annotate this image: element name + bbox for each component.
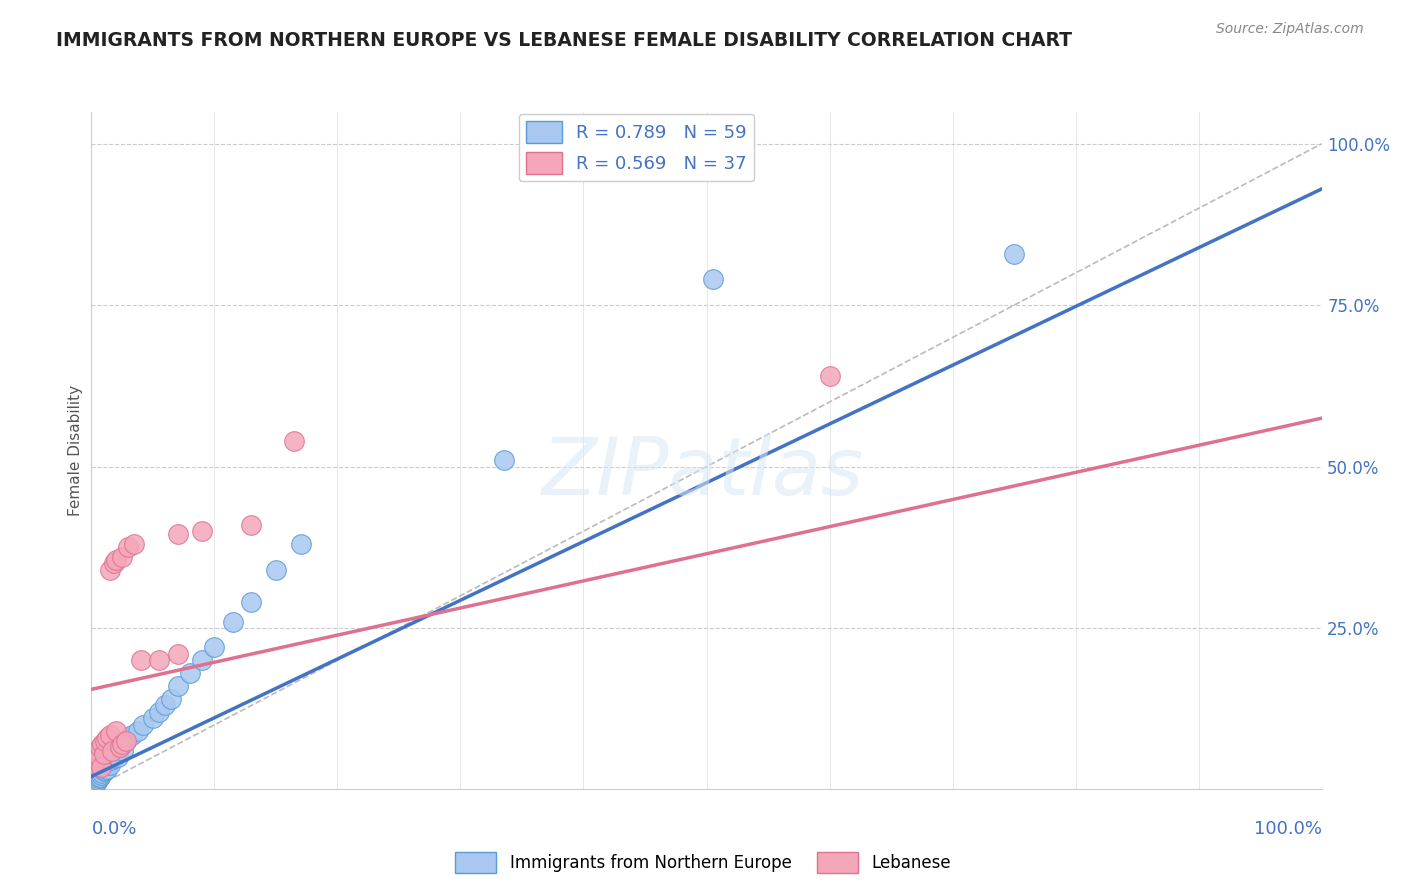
Point	[103, 751, 125, 765]
Point	[111, 737, 134, 751]
Point	[86, 744, 108, 758]
Point	[108, 740, 131, 755]
Point	[283, 434, 305, 448]
Point	[124, 537, 146, 551]
Point	[166, 527, 188, 541]
Point	[129, 653, 152, 667]
Point	[240, 595, 263, 609]
Point	[105, 747, 127, 761]
Point	[166, 679, 188, 693]
Point	[89, 770, 111, 784]
Point	[290, 537, 312, 551]
Point	[132, 718, 155, 732]
Point	[818, 369, 841, 384]
Point	[96, 762, 118, 776]
Point	[105, 724, 127, 739]
Text: 0.0%: 0.0%	[91, 820, 136, 838]
Point	[108, 740, 131, 755]
Legend: R = 0.789   N = 59, R = 0.569   N = 37: R = 0.789 N = 59, R = 0.569 N = 37	[519, 114, 755, 181]
Point	[96, 757, 117, 772]
Point	[83, 772, 105, 787]
Point	[114, 734, 138, 748]
Text: ZIPatlas: ZIPatlas	[541, 434, 865, 512]
Point	[117, 731, 139, 745]
Point	[264, 563, 287, 577]
Point	[142, 711, 165, 725]
Point	[84, 774, 107, 789]
Point	[86, 766, 108, 780]
Point	[492, 453, 515, 467]
Point	[84, 771, 107, 785]
Point	[93, 756, 115, 771]
Point	[101, 747, 124, 761]
Point	[105, 553, 127, 567]
Point	[98, 757, 121, 772]
Text: 100.0%: 100.0%	[1254, 820, 1322, 838]
Point	[89, 740, 111, 755]
Point	[83, 756, 105, 771]
Point	[97, 756, 120, 770]
Point	[100, 753, 122, 767]
Point	[240, 517, 263, 532]
Point	[148, 705, 170, 719]
Point	[222, 615, 245, 629]
Point	[86, 776, 108, 790]
Point	[89, 766, 111, 780]
Point	[83, 776, 105, 790]
Point	[98, 750, 121, 764]
Point	[93, 747, 115, 761]
Point	[91, 737, 114, 751]
Point	[117, 541, 139, 555]
Point	[84, 747, 107, 761]
Point	[94, 734, 117, 748]
Point	[86, 770, 108, 784]
Point	[105, 744, 128, 758]
Point	[107, 750, 129, 764]
Point	[202, 640, 225, 655]
Point	[87, 771, 110, 785]
Point	[87, 763, 110, 777]
Legend: Immigrants from Northern Europe, Lebanese: Immigrants from Northern Europe, Lebanes…	[449, 846, 957, 880]
Point	[191, 653, 214, 667]
Point	[127, 724, 149, 739]
Point	[86, 772, 108, 787]
Point	[148, 653, 170, 667]
Point	[90, 762, 112, 776]
Text: Source: ZipAtlas.com: Source: ZipAtlas.com	[1216, 22, 1364, 37]
Point	[86, 768, 108, 782]
Point	[90, 768, 112, 782]
Point	[96, 731, 118, 745]
Point	[93, 764, 115, 779]
Point	[153, 698, 177, 713]
Point	[90, 760, 112, 774]
Point	[91, 766, 114, 780]
Point	[1002, 246, 1025, 260]
Point	[86, 764, 108, 779]
Point	[87, 750, 110, 764]
Point	[166, 647, 188, 661]
Point	[160, 692, 183, 706]
Point	[98, 563, 121, 577]
Point	[101, 744, 124, 758]
Point	[111, 549, 134, 564]
Point	[86, 753, 108, 767]
Y-axis label: Female Disability: Female Disability	[67, 384, 83, 516]
Point	[112, 744, 135, 758]
Point	[114, 734, 138, 748]
Point	[121, 727, 143, 741]
Point	[98, 727, 121, 741]
Point	[91, 760, 114, 774]
Point	[179, 666, 201, 681]
Point	[191, 524, 214, 538]
Point	[82, 750, 104, 764]
Point	[702, 272, 724, 286]
Point	[94, 763, 117, 777]
Point	[103, 557, 125, 571]
Point	[110, 737, 132, 751]
Text: IMMIGRANTS FROM NORTHERN EUROPE VS LEBANESE FEMALE DISABILITY CORRELATION CHART: IMMIGRANTS FROM NORTHERN EUROPE VS LEBAN…	[56, 31, 1073, 50]
Point	[82, 777, 104, 791]
